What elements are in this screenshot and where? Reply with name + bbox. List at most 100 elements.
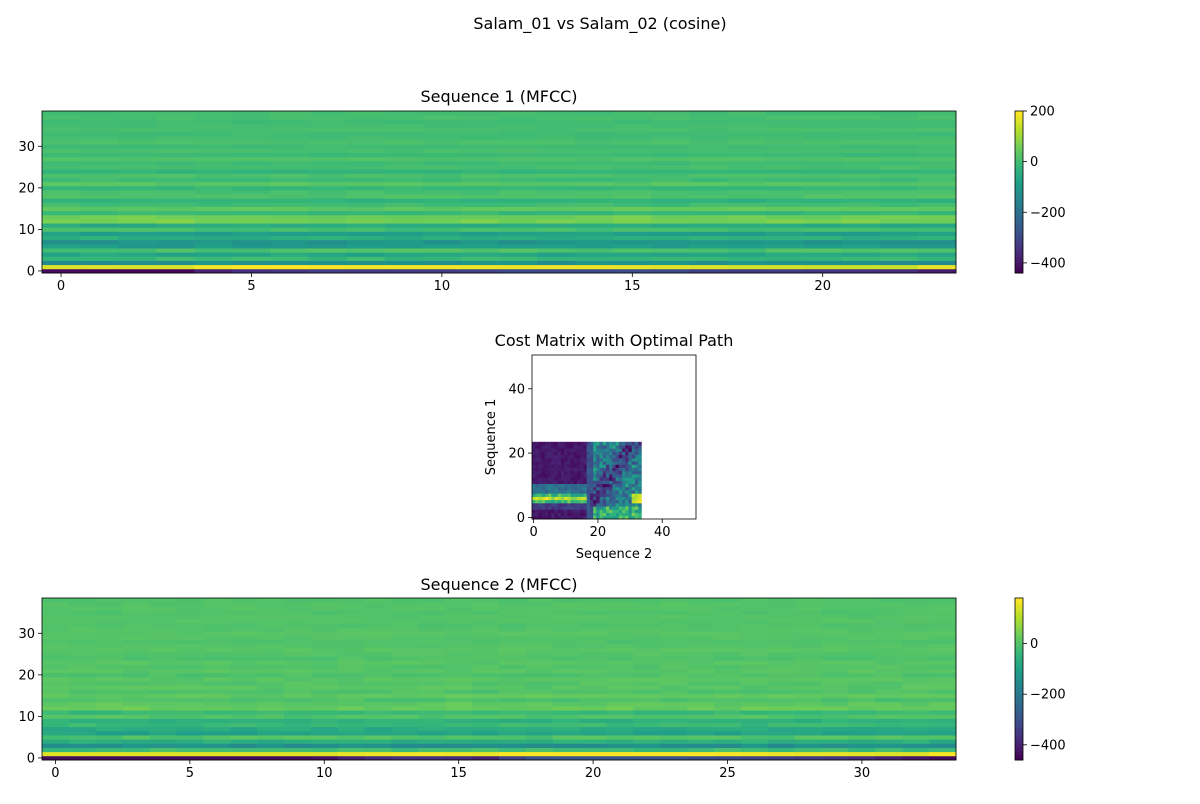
- colorbar-segment: [1015, 111, 1023, 115]
- mfcc-cell: [525, 664, 554, 670]
- mfcc-cell: [875, 660, 903, 665]
- mfcc-cell: [308, 152, 348, 158]
- mfcc-cell: [283, 722, 312, 728]
- mfcc-cell: [232, 214, 271, 220]
- mfcc-cell: [613, 256, 652, 261]
- mfcc-cell: [917, 219, 957, 224]
- mfcc-cell: [176, 602, 204, 607]
- mfcc-cell: [230, 610, 258, 616]
- mfcc-cell: [714, 676, 742, 682]
- cost-cell: [599, 483, 604, 488]
- cost-cell: [564, 496, 568, 501]
- mfcc-cell: [445, 622, 473, 628]
- mfcc-cell: [525, 627, 554, 632]
- mfcc-cell: [875, 598, 903, 603]
- cost-cell: [605, 441, 610, 446]
- cost-cell: [544, 506, 549, 510]
- mfcc-cell: [499, 610, 527, 616]
- cost-cell: [541, 467, 546, 472]
- mfcc-cell: [714, 706, 742, 711]
- mfcc-cell: [875, 722, 903, 728]
- colorbar-segment: [1015, 135, 1023, 139]
- mfcc-cell: [875, 647, 903, 653]
- mfcc-cell: [232, 260, 271, 266]
- mfcc-cell: [765, 115, 805, 120]
- mfcc-cell: [660, 685, 688, 690]
- mfcc-cell: [472, 656, 500, 661]
- mfcc-cell: [283, 751, 312, 757]
- mfcc-cell: [391, 722, 419, 728]
- mfcc-cell: [848, 647, 876, 653]
- mfcc-cell: [203, 627, 231, 632]
- cost-cell: [567, 512, 571, 517]
- mfcc-cell: [257, 747, 285, 753]
- mfcc-cell: [525, 730, 554, 736]
- mfcc-cell: [472, 751, 500, 757]
- mfcc-cell: [364, 689, 392, 694]
- mfcc-cell: [364, 614, 392, 620]
- mfcc-cell: [156, 206, 195, 212]
- mfcc-cell: [902, 643, 930, 649]
- mfcc-cell: [765, 268, 805, 274]
- cost-cell: [560, 473, 565, 478]
- mfcc-cell: [740, 701, 769, 707]
- mfcc-cell: [203, 614, 231, 620]
- mfcc-cell: [232, 252, 271, 257]
- mfcc-cell: [651, 156, 690, 162]
- mfcc-cell: [575, 140, 614, 145]
- cost-cell: [541, 445, 546, 449]
- mfcc-cell: [270, 194, 309, 199]
- mfcc-cell: [687, 706, 715, 711]
- mfcc-cell: [337, 668, 365, 674]
- mfcc-cell: [902, 610, 930, 616]
- cost-cell: [612, 454, 617, 459]
- mfcc-cell: [42, 127, 81, 133]
- mfcc-cell: [257, 635, 285, 640]
- mfcc-cell: [42, 264, 81, 270]
- mfcc-cell: [714, 681, 742, 686]
- mfcc-cell: [714, 739, 742, 744]
- mfcc-cell: [422, 152, 462, 158]
- mfcc-cell: [149, 631, 177, 636]
- cost-cell: [544, 467, 549, 472]
- cost-cell: [570, 499, 575, 504]
- cost-cell: [596, 515, 600, 520]
- mfcc-cell: [346, 206, 386, 212]
- cost-cell: [567, 502, 571, 507]
- mfcc-cell: [740, 676, 769, 682]
- cost-cell: [577, 502, 581, 507]
- cost-cell: [593, 473, 597, 478]
- cost-cell: [586, 464, 591, 468]
- mfcc-cell: [687, 598, 715, 603]
- mfcc-cell: [917, 252, 957, 257]
- cost-cell: [580, 457, 584, 462]
- mfcc-cell: [384, 235, 424, 241]
- mfcc-cell: [42, 235, 81, 241]
- mfcc-cell: [687, 755, 715, 761]
- colorbar-segment: [1015, 627, 1023, 631]
- mfcc-cell: [875, 664, 903, 670]
- mfcc-cell: [552, 681, 581, 686]
- cost-cell: [577, 445, 581, 449]
- mfcc-cell: [308, 243, 348, 249]
- mfcc-cell: [42, 701, 70, 707]
- mfcc-cell: [765, 248, 805, 253]
- mfcc-cell: [346, 131, 386, 137]
- mfcc-cell: [740, 606, 769, 611]
- cost-cell: [631, 451, 636, 456]
- cost-cell: [541, 473, 546, 478]
- mfcc-cell: [364, 697, 392, 703]
- mfcc-cell: [633, 606, 661, 611]
- mfcc-cell: [875, 697, 903, 703]
- cost-cell: [605, 473, 610, 478]
- cost-cell: [609, 467, 613, 472]
- mfcc-cell: [794, 693, 822, 699]
- mfcc-cell: [68, 726, 97, 732]
- mfcc-cell: [310, 652, 339, 657]
- cost-cell: [622, 506, 626, 510]
- mfcc-cell: [203, 751, 231, 757]
- cost-cell: [544, 480, 549, 485]
- cost-cell: [551, 464, 555, 468]
- cost-cell: [609, 483, 613, 488]
- cost-cell: [638, 473, 642, 478]
